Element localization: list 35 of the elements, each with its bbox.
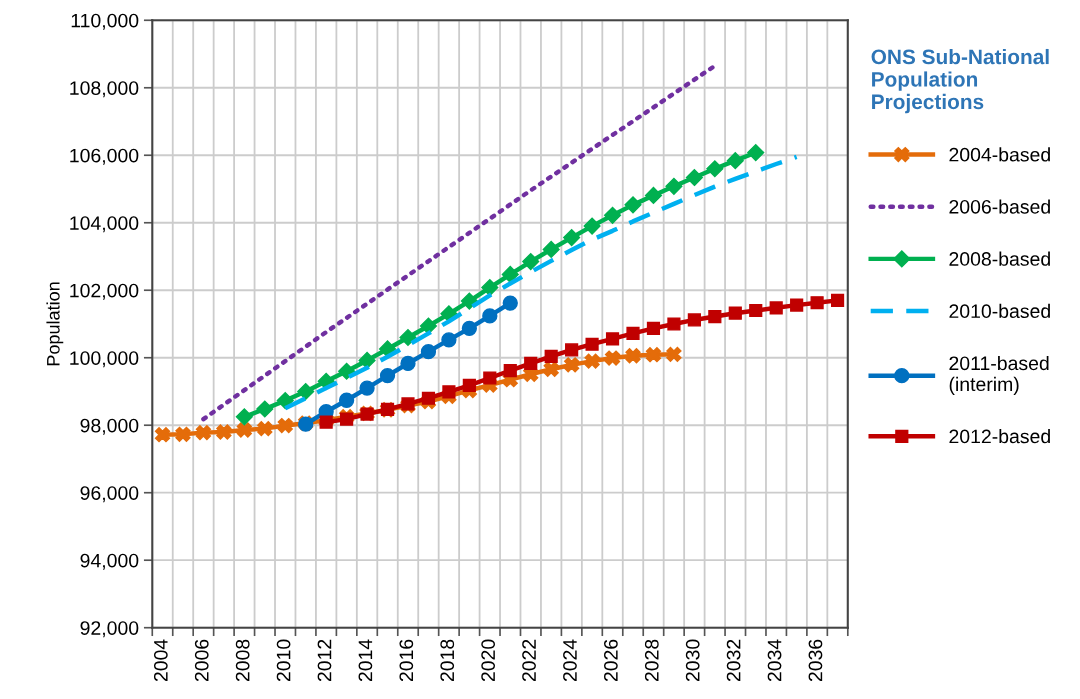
y-tick-label: 104,000 [70,216,139,233]
x-tick-label: 2010 [276,639,291,682]
y-tick-label: 102,000 [70,283,139,300]
x-tick-label: 2014 [358,639,373,682]
legend-label: 2011-based (interim) [949,355,1049,395]
legend-label: 2010-based [949,303,1050,319]
y-tick-label: 100,000 [70,351,139,368]
x-tick-label: 2008 [235,639,250,682]
y-tick-label: 108,000 [70,81,139,98]
legend-label: 2006-based [949,199,1050,214]
x-tick-label: 2004 [153,639,168,682]
x-tick-label: 2030 [685,639,700,682]
x-tick-label: 2016 [399,639,414,682]
x-tick-label: 2006 [194,639,209,682]
legend-label: 2008-based [949,251,1050,266]
legend-label: 2004-based [949,147,1050,162]
x-tick-label: 2034 [767,639,782,682]
legend-title: ONS Sub-National Population Projections [871,48,1049,114]
x-tick-label: 2020 [481,639,496,682]
y-axis-title: Population [46,282,64,366]
legend-label: 2012-based [949,429,1050,444]
x-tick-label: 2018 [440,639,455,682]
x-tick-label: 2032 [726,639,741,682]
y-tick-label: 92,000 [80,621,139,638]
x-tick-label: 2026 [604,639,618,682]
y-tick-label: 98,000 [80,418,139,435]
y-tick-label: 96,000 [80,486,139,503]
x-tick-label: 2024 [563,639,577,682]
x-tick-label: 2028 [644,639,659,682]
x-tick-label: 2012 [317,639,332,682]
x-tick-label: 2022 [522,639,536,682]
y-tick-label: 106,000 [70,148,139,165]
x-tick-label: 2036 [808,639,823,682]
y-tick-label: 94,000 [80,553,139,570]
y-tick-label: 110,000 [71,13,139,30]
